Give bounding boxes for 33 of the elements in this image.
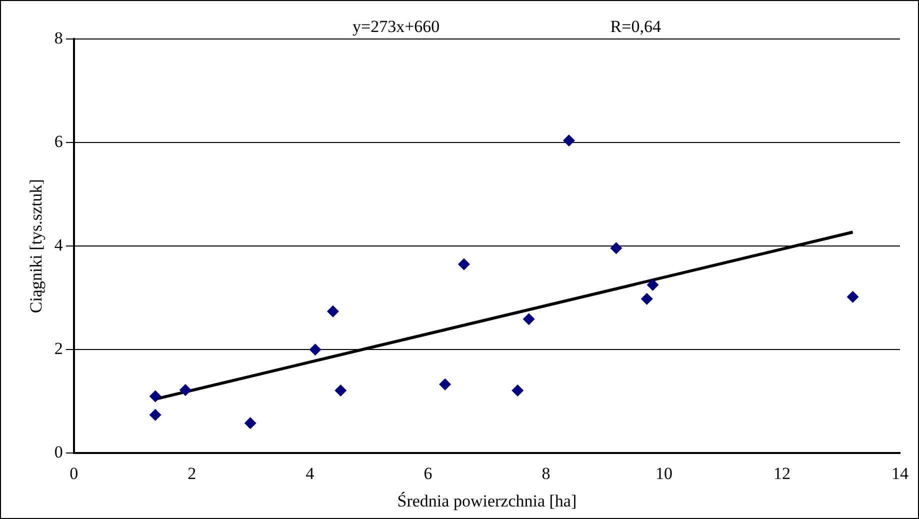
point (309, 344, 322, 356)
text: R=0,64 (610, 16, 662, 36)
point (244, 417, 256, 430)
x-tick-label: 10 (655, 464, 672, 483)
point (439, 378, 452, 390)
point (522, 313, 535, 326)
y-tick-label: 8 (54, 28, 63, 48)
x-tick-label: 14 (892, 464, 909, 483)
y-tick-label: 0 (54, 442, 63, 462)
x-tick-label: 2 (188, 464, 196, 483)
point (512, 384, 524, 397)
x-tick-label: 6 (424, 464, 432, 483)
x-tick-label: 0 (70, 464, 78, 483)
y-tick-label: 4 (54, 236, 64, 255)
point (149, 390, 162, 402)
point (179, 384, 192, 396)
point (562, 134, 575, 146)
point (640, 292, 653, 305)
point (334, 384, 347, 397)
x-axis-title: Średnia powierzchnia [ha] (397, 491, 577, 510)
point (458, 258, 470, 270)
y-axis-title: Ciągniki [tys.sztuk] (26, 179, 46, 314)
point (326, 305, 339, 318)
point (149, 408, 162, 421)
point (846, 290, 859, 303)
y-tick-label: 6 (54, 132, 63, 152)
point (610, 242, 622, 254)
x-tick-label: 12 (773, 464, 790, 483)
text: y=273x+660 (352, 16, 440, 36)
x-tick-label: 8 (542, 464, 550, 483)
y-tick-label: 2 (54, 339, 63, 358)
x-tick-label: 4 (306, 464, 315, 483)
point (646, 278, 659, 291)
